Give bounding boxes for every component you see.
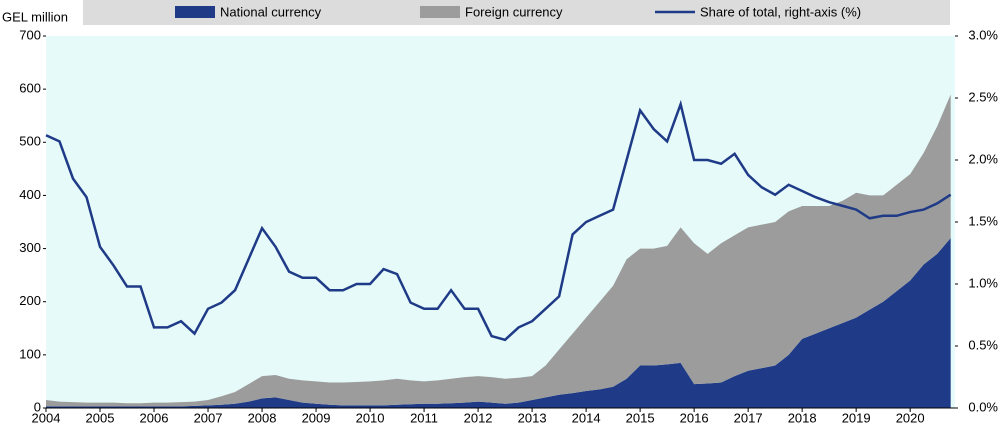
x-tick-label: 2010 bbox=[356, 410, 385, 425]
area bbox=[46, 237, 951, 408]
y-tick-label: 600 bbox=[19, 81, 41, 96]
x-tick-label: 2020 bbox=[896, 410, 925, 425]
x-tick-label: 2006 bbox=[140, 410, 169, 425]
y-tick-label: 700 bbox=[19, 27, 41, 42]
y-tick-label: 100 bbox=[19, 346, 41, 361]
x-tick-label: 2012 bbox=[464, 410, 493, 425]
y-tick-label: 0 bbox=[34, 399, 41, 414]
x-tick-label: 2015 bbox=[626, 410, 655, 425]
legend-label: National currency bbox=[220, 4, 322, 19]
y2-tick-label: 1.5% bbox=[968, 213, 998, 228]
x-tick-label: 2004 bbox=[32, 410, 61, 425]
x-tick-label: 2005 bbox=[86, 410, 115, 425]
x-tick-label: 2014 bbox=[572, 410, 601, 425]
x-tick-label: 2013 bbox=[518, 410, 547, 425]
y-tick-label: 200 bbox=[19, 293, 41, 308]
x-tick-label: 2008 bbox=[248, 410, 277, 425]
y-tick-label: 400 bbox=[19, 187, 41, 202]
legend-swatch bbox=[420, 6, 460, 18]
x-tick-label: 2018 bbox=[788, 410, 817, 425]
y2-tick-label: 0.0% bbox=[968, 399, 998, 414]
legend-swatch bbox=[175, 6, 215, 18]
line bbox=[45, 99, 952, 342]
x-tick-label: 2007 bbox=[194, 410, 223, 425]
legend-label: Share of total, right-axis (%) bbox=[700, 4, 861, 19]
legend-box bbox=[83, 0, 950, 25]
y-tick-label: 300 bbox=[19, 240, 41, 255]
y2-tick-label: 2.5% bbox=[968, 89, 998, 104]
y-tick-label: 500 bbox=[19, 134, 41, 149]
x-tick-label: 2016 bbox=[680, 410, 709, 425]
y2-tick-label: 0.5% bbox=[968, 337, 998, 352]
y-axis-label: GEL million bbox=[2, 9, 68, 24]
x-tick-label: 2017 bbox=[734, 410, 763, 425]
legend-label: Foreign currency bbox=[465, 4, 563, 19]
y2-tick-label: 2.0% bbox=[968, 151, 998, 166]
x-tick-label: 2011 bbox=[410, 410, 438, 425]
x-tick-label: 2019 bbox=[842, 410, 871, 425]
area bbox=[46, 94, 951, 407]
x-tick-label: 2009 bbox=[302, 410, 331, 425]
y2-tick-label: 1.0% bbox=[968, 275, 998, 290]
y2-tick-label: 3.0% bbox=[968, 27, 998, 42]
